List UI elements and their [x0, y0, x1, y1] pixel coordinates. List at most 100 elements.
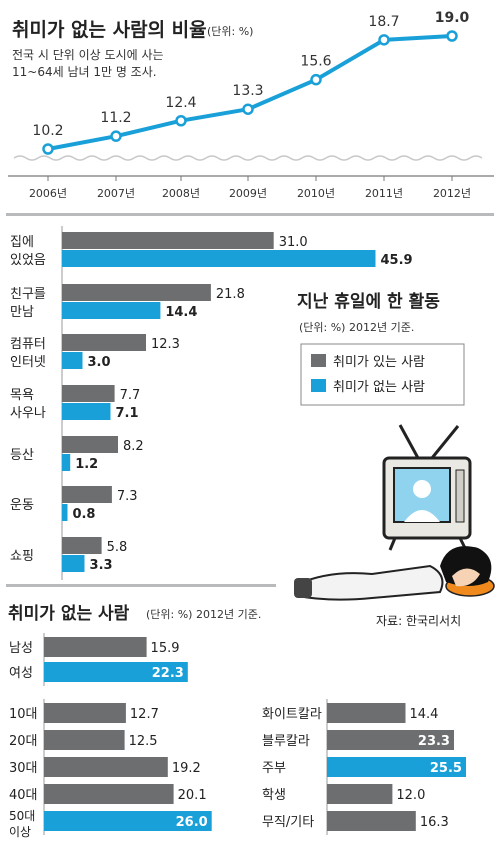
legend-swatch-no-hobby [311, 379, 326, 392]
source-note: 자료: 한국리서치 [376, 614, 461, 628]
data-point-2010년 [310, 73, 322, 86]
category-label-화이트칼라: 화이트칼라 [262, 707, 322, 722]
x-tick-label-2009년: 2009년 [229, 187, 267, 200]
value-label-운동-no-hobby: 0.8 [72, 507, 95, 522]
legend-box [300, 343, 465, 406]
value-label-여성: 22.3 [152, 666, 184, 681]
bar-쇼핑-no-hobby [62, 555, 85, 572]
line-chart: 10.2 2006년 11.2 2007년 12.4 2008년 13.3 2009년 15.6… [8, 10, 494, 200]
bar-주부 [327, 757, 466, 777]
bar-운동-has-hobby [62, 486, 112, 503]
value-label-주부: 25.5 [430, 761, 462, 776]
data-point-2012년 [446, 30, 458, 42]
bar-목욕사우나-no-hobby [62, 403, 111, 420]
category-label-50대이상: 이상 [9, 825, 31, 839]
category-label-주부: 주부 [262, 761, 286, 776]
bottom-chart-title: 취미가 없는 사람 [8, 603, 130, 624]
legend-label-has-hobby: 취미가 있는 사람 [333, 355, 425, 370]
bar-40대 [44, 784, 174, 804]
tv-leg-left [388, 537, 397, 551]
value-label-목욕사우나-no-hobby: 7.1 [115, 406, 138, 421]
legend-swatch-has-hobby [311, 354, 326, 367]
bar-무직-기타 [327, 811, 416, 831]
axis-break-wave [13, 155, 483, 161]
value-label-컴퓨터인터넷-no-hobby: 3.0 [87, 355, 110, 370]
bar-20대 [44, 730, 125, 750]
section-divider [6, 213, 494, 216]
x-tick-label-2006년: 2006년 [29, 187, 67, 200]
line-chart-title: 취미가 없는 사람의 비율 [12, 19, 207, 41]
category-label-여성: 여성 [9, 666, 33, 681]
line-chart-note-1: 전국 시 단위 이상 도시에 사는 [12, 48, 164, 62]
x-tick-label-2010년: 2010년 [297, 187, 335, 200]
bar-등산-no-hobby [62, 454, 71, 471]
tv-screen-head [413, 480, 431, 498]
data-point-2008년 [175, 115, 187, 127]
person-feet [294, 578, 312, 598]
data-label-2008년: 12.4 [165, 95, 196, 111]
tv-speaker [455, 469, 465, 523]
x-tick-label-2007년: 2007년 [97, 187, 135, 200]
line-chart-unit: (단위: %) [207, 25, 253, 38]
activity-chart-unit: (단위: %) 2012년 기준. [299, 321, 414, 334]
legend-label-no-hobby: 취미가 없는 사람 [333, 380, 425, 395]
bar-화이트칼라 [327, 703, 406, 723]
data-label-2011년: 18.7 [368, 14, 399, 30]
data-point-2006년 [42, 143, 54, 155]
category-label-20대: 20대 [9, 734, 38, 749]
data-label-2010년: 15.6 [300, 54, 331, 70]
value-label-30대: 19.2 [172, 761, 201, 776]
data-label-2006년: 10.2 [32, 123, 63, 139]
bottom-chart: 남성 15.9 여성 22.3 10대 12.7 20대 12.5 30대 19.2 40대 20.1… [9, 633, 466, 839]
data-label-2007년: 11.2 [100, 110, 131, 126]
activity-legend: 취미가 있는 사람 취미가 없는 사람 [300, 343, 465, 406]
value-label-학생: 12.0 [396, 788, 425, 803]
value-label-50대이상: 26.0 [176, 815, 208, 830]
category-label-50대이상: 50대 [9, 809, 35, 823]
data-point-2009년 [242, 103, 254, 115]
bar-친구를만남-has-hobby [62, 284, 211, 301]
category-label-학생: 학생 [262, 788, 286, 803]
category-label-친구를만남: 친구를 [10, 287, 46, 302]
line-chart-note-2: 11~64세 남녀 1만 명 조사. [12, 65, 157, 79]
person-body [297, 564, 444, 601]
value-label-운동-has-hobby: 7.3 [117, 489, 138, 504]
data-point-2007년 [110, 130, 122, 142]
tv-illustration [382, 424, 472, 551]
lying-person-illustration [294, 546, 495, 601]
category-label-집에있었음: 집에 [10, 235, 34, 250]
value-label-20대: 12.5 [129, 734, 158, 749]
value-label-친구를만남-no-hobby: 14.4 [165, 305, 197, 320]
category-label-컴퓨터인터넷: 컴퓨터 [10, 337, 46, 352]
bottom-chart-unit: (단위: %) 2012년 기준. [146, 608, 261, 621]
category-label-남성: 남성 [9, 641, 33, 656]
value-label-친구를만남-has-hobby: 21.8 [216, 287, 245, 302]
value-label-쇼핑-no-hobby: 3.3 [90, 558, 113, 573]
x-tick-label-2011년: 2011년 [365, 187, 403, 200]
person-face [452, 568, 480, 587]
bar-집에있었음-has-hobby [62, 232, 274, 249]
value-label-목욕사우나-has-hobby: 7.7 [120, 388, 141, 403]
value-label-화이트칼라: 14.4 [409, 707, 438, 722]
bar-10대 [44, 703, 126, 723]
data-label-2009년: 13.3 [232, 83, 263, 99]
category-label-10대: 10대 [9, 707, 38, 722]
data-label-2012년: 19.0 [435, 10, 470, 26]
value-label-집에있었음-no-hobby: 45.9 [380, 253, 412, 268]
category-label-목욕사우나: 목욕 [10, 388, 34, 403]
category-label-블루칼라: 블루칼라 [262, 734, 310, 749]
category-label-친구를만남: 만남 [10, 305, 34, 320]
bar-목욕사우나-has-hobby [62, 385, 115, 402]
category-label-쇼핑: 쇼핑 [10, 549, 34, 564]
category-label-40대: 40대 [9, 788, 38, 803]
category-label-운동: 운동 [10, 498, 34, 513]
bar-블루칼라 [327, 730, 454, 750]
value-label-10대: 12.7 [130, 707, 159, 722]
value-label-집에있었음-has-hobby: 31.0 [279, 235, 308, 250]
bar-컴퓨터인터넷-has-hobby [62, 334, 146, 351]
activity-chart-title: 지난 휴일에 한 활동 [297, 291, 440, 312]
category-label-30대: 30대 [9, 761, 38, 776]
category-label-등산: 등산 [10, 448, 34, 463]
value-label-등산-has-hobby: 8.2 [123, 439, 144, 454]
